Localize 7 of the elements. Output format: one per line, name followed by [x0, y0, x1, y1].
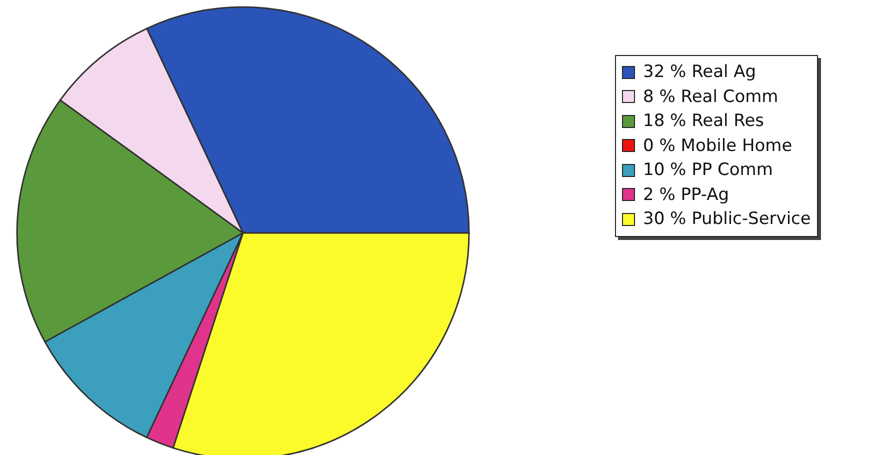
legend-label: 8 % Real Comm [643, 86, 778, 107]
legend-label: 10 % PP Comm [643, 160, 773, 180]
legend-label: 32 % Real Ag [643, 62, 756, 82]
legend-label: 0 % Mobile Home [643, 136, 792, 156]
legend-label: 2 % PP-Ag [643, 184, 730, 205]
legend-label: 30 % Public-Service [643, 209, 811, 230]
legend-label: 18 % Real Res [643, 111, 764, 132]
